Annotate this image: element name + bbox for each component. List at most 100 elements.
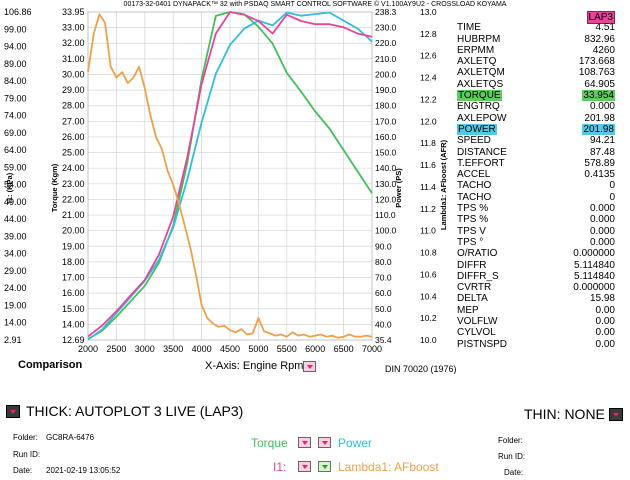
i1-tick-label: 106.86 — [4, 7, 32, 17]
readout-label: ERPMM — [457, 44, 495, 56]
power-tick-label: 150.0 — [375, 148, 397, 158]
i1-tick-label: 84.00 — [4, 76, 27, 86]
readout-row: CYLVOL 0.00 — [455, 327, 615, 338]
readout-label: TPS ° — [457, 236, 484, 248]
x-tick-label: 5500 — [277, 344, 297, 354]
readout-label: TPS % — [457, 214, 489, 226]
series-line-lambda1-afboost — [87, 13, 373, 339]
power-tick-label: 200.0 — [375, 69, 397, 79]
i1-tick-label: 49.00 — [4, 197, 27, 207]
readout-label: POWER — [457, 123, 497, 136]
afr-tick-label: 12.2 — [420, 94, 437, 104]
lambda-channel-dropdown[interactable] — [318, 461, 331, 472]
thin-run-label: THIN: NONE — [524, 406, 605, 422]
readout-label: ACCEL — [457, 169, 491, 181]
torque-tick-label: 16.00 — [62, 288, 85, 298]
power-tick-label: 190.0 — [375, 85, 397, 95]
torque-channel-dropdown[interactable] — [298, 437, 311, 448]
readout-row: MEP 0.00 — [455, 305, 615, 316]
din-standard: DIN 70020 (1976) — [385, 364, 457, 374]
power-tick-label: 90.0 — [375, 241, 392, 251]
power-tick-label: 180.0 — [375, 101, 397, 111]
torque-axis-dropdown[interactable] — [318, 437, 331, 448]
readout-row: TPS ° 0.000 — [455, 237, 615, 248]
readout-row: TPS % 0.000 — [455, 203, 615, 214]
readout-label: T.EFFORT — [457, 157, 505, 169]
torque-tick-label: 18.00 — [62, 257, 85, 267]
folder-value: GC8RA-6476 — [46, 433, 95, 442]
readout-value: 94.21 — [589, 135, 615, 147]
torque-tick-label: 33.00 — [62, 23, 85, 33]
readout-value: 4.51 — [595, 22, 615, 34]
power-tick-label: 220.0 — [375, 38, 397, 48]
torque-tick-label: 33.95 — [62, 7, 85, 17]
readout-label: DIFFR — [457, 259, 487, 271]
readout-value: 173.668 — [578, 56, 615, 68]
i1-tick-label: 34.00 — [4, 249, 27, 259]
i1-tick-label: 64.00 — [4, 145, 27, 155]
thin-runid-label: Run ID: — [498, 452, 526, 461]
i1-tick-label: 14.00 — [4, 318, 27, 328]
readout-value: 87.48 — [589, 146, 615, 158]
i1-tick-label: 44.00 — [4, 214, 27, 224]
readout-value: 0.000000 — [573, 282, 615, 294]
torque-tick-label: 32.00 — [62, 38, 85, 48]
readout-label: DELTA — [457, 293, 488, 305]
torque-tick-label: 23.00 — [62, 179, 85, 189]
afr-tick-label: 12.8 — [420, 29, 437, 39]
readout-label: CVRTR — [457, 282, 492, 294]
torque-tick-label: 17.00 — [62, 273, 85, 283]
readout-value: 0.000 — [589, 225, 615, 237]
readout-row: TACHO 0 — [455, 192, 615, 203]
readout-label: TPS % — [457, 203, 489, 215]
power-tick-label: 100.0 — [375, 226, 397, 236]
i1-tick-label: 94.00 — [4, 42, 27, 52]
i1-axis-title: I1: (KPa) — [5, 172, 14, 203]
thick-run-dropdown[interactable] — [6, 405, 20, 418]
x-axis: 2000 2500 3000 3500 4000 4500 5000 5500 6000 6500… — [78, 344, 382, 354]
readout-value: 0.00 — [595, 327, 615, 339]
readout-label: ENGTRQ — [457, 101, 500, 113]
x-tick-label: 5000 — [248, 344, 268, 354]
readout-value: 0.4135 — [584, 169, 615, 181]
chart-axes: 2.91 14.00 19.00 24.00 29.00 34.00 39.00 44.00 4… — [4, 7, 448, 345]
readout-value: 0.00 — [595, 304, 615, 316]
torque-tick-label: 26.00 — [62, 132, 85, 142]
power-tick-label: 230.0 — [375, 23, 397, 33]
readout-row: DISTANCE 87.48 — [455, 147, 615, 158]
thin-run-dropdown[interactable] — [609, 408, 623, 421]
x-axis-dropdown[interactable] — [303, 361, 316, 372]
readout-label: DIFFR_S — [457, 270, 499, 282]
date-label: Date: — [13, 466, 33, 475]
x-tick-label: 4000 — [192, 344, 212, 354]
x-tick-label: 6500 — [334, 344, 354, 354]
readout-label: TPS V — [457, 225, 486, 237]
i1-tick-label: 39.00 — [4, 231, 27, 241]
torque-tick-label: 30.00 — [62, 69, 85, 79]
dyno-chart: 2.91 14.00 19.00 24.00 29.00 34.00 39.00 44.00 4… — [4, 7, 448, 354]
readout-row: AXLETQS 64.905 — [455, 79, 615, 90]
readout-label: PISTNSPD — [457, 338, 508, 350]
power-tick-label: 110.0 — [375, 210, 396, 220]
readout-value: 578.89 — [584, 157, 615, 169]
i1-tick-label: 59.00 — [4, 162, 27, 172]
thin-date-label: Date: — [504, 468, 524, 477]
readout-value: 832.96 — [584, 33, 615, 45]
readout-row: ACCEL 0.4135 — [455, 169, 615, 180]
header-title: 00173-32-0401 DYNAPACK™ 32 with PSDAQ SM… — [123, 1, 507, 8]
torque-tick-label: 14.00 — [62, 319, 85, 329]
readout-value: 0.000 — [589, 101, 615, 113]
channel-readout: LAP3 TIME 4.51 HUBRPM 832.96 ERPMM 4260 AXLETQ… — [455, 11, 615, 350]
power-tick-label: 50.0 — [375, 304, 392, 314]
torque-axis-title: Torque (Kgm) — [50, 163, 59, 212]
readout-row: PISTNSPD 0.00 — [455, 339, 615, 350]
afr-tick-label: 10.4 — [420, 291, 437, 301]
lap-badge[interactable]: LAP3 — [586, 11, 615, 25]
i1-channel-dropdown[interactable] — [298, 461, 311, 472]
i1-tick-label: 29.00 — [4, 266, 27, 276]
readout-label: AXLEPOW — [457, 112, 507, 124]
power-tick-label: 160.0 — [375, 132, 397, 142]
readout-value: 201.98 — [582, 123, 615, 136]
readout-row: HUBRPM 832.96 — [455, 34, 615, 45]
readout-value: 201.98 — [584, 112, 615, 124]
